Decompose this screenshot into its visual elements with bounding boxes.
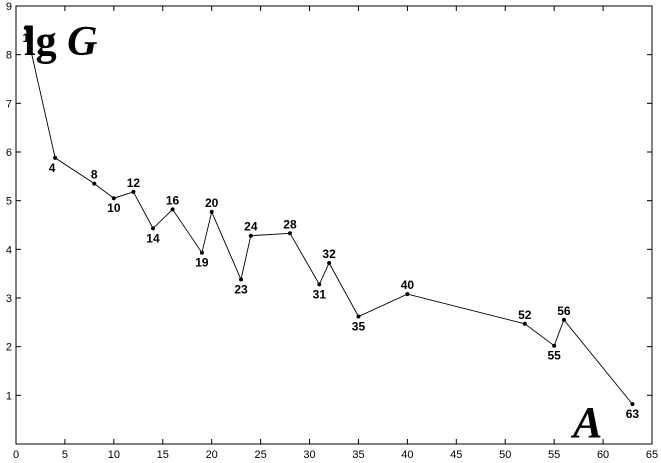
data-point — [131, 189, 136, 194]
data-point — [552, 343, 557, 348]
x-tick-label: 35 — [352, 449, 364, 461]
y-tick-label: 5 — [6, 196, 12, 208]
data-point — [239, 277, 244, 282]
x-tick-label: 0 — [13, 449, 19, 461]
data-point — [317, 282, 322, 287]
point-label: 23 — [234, 283, 248, 297]
x-tick-label: 10 — [108, 449, 120, 461]
point-label: 20 — [205, 196, 219, 210]
point-label: 24 — [244, 220, 258, 234]
x-tick-label: 5 — [62, 449, 68, 461]
point-label: 32 — [322, 247, 336, 261]
point-label: 1 — [22, 31, 29, 45]
y-tick-label: 4 — [6, 244, 12, 256]
y-tick-label: 7 — [6, 98, 12, 110]
data-point — [248, 233, 253, 238]
data-point — [327, 260, 332, 265]
data-point — [522, 321, 527, 326]
y-axis-label: lg G — [24, 19, 98, 65]
data-point — [111, 196, 116, 201]
point-label: 31 — [313, 287, 327, 301]
data-point — [170, 207, 175, 212]
point-label: 19 — [195, 256, 209, 270]
x-tick-label: 20 — [206, 449, 218, 461]
x-tick-label: 15 — [157, 449, 169, 461]
y-tick-label: 3 — [6, 293, 12, 305]
point-label: 28 — [283, 217, 297, 231]
y-tick-label: 1 — [6, 390, 12, 402]
series-line — [25, 27, 633, 405]
x-tick-label: 50 — [499, 449, 511, 461]
data-point — [150, 226, 155, 231]
y-tick-label: 2 — [6, 342, 12, 354]
point-label: 14 — [146, 231, 160, 245]
data-point — [53, 155, 58, 160]
series — [23, 25, 635, 407]
x-tick-label: 25 — [254, 449, 266, 461]
y-tick-label: 6 — [6, 147, 12, 159]
data-point — [23, 25, 28, 30]
point-label: 16 — [166, 193, 180, 207]
data-point — [561, 317, 566, 322]
data-point — [356, 314, 361, 319]
y-axis-label-prefix: lg — [24, 19, 67, 65]
point-label: 52 — [518, 308, 532, 322]
x-tick-label: 40 — [401, 449, 413, 461]
point-label: 56 — [557, 304, 571, 318]
data-point — [630, 402, 635, 407]
x-axis-label: A — [570, 398, 602, 447]
point-label: 8 — [91, 168, 98, 182]
data-point — [209, 209, 214, 214]
point-label: 10 — [107, 201, 121, 215]
y-tick-label: 8 — [6, 50, 12, 62]
point-label: 55 — [547, 349, 561, 363]
plot-frame — [15, 5, 653, 445]
x-tick-label: 60 — [597, 449, 609, 461]
point-label: 35 — [352, 319, 366, 333]
point-label: 4 — [49, 161, 56, 175]
data-point — [405, 292, 410, 297]
y-tick-label: 9 — [6, 1, 12, 13]
data-point — [287, 231, 292, 236]
point-label: 40 — [401, 278, 415, 292]
data-point — [92, 181, 97, 186]
point-label: 63 — [626, 407, 640, 421]
x-tick-label: 30 — [303, 449, 315, 461]
x-tick-label: 65 — [646, 449, 658, 461]
data-point — [199, 250, 204, 255]
point-label: 12 — [127, 176, 141, 190]
x-tick-label: 55 — [548, 449, 560, 461]
x-tick-label: 45 — [450, 449, 462, 461]
y-axis-label-variable: G — [67, 19, 97, 65]
